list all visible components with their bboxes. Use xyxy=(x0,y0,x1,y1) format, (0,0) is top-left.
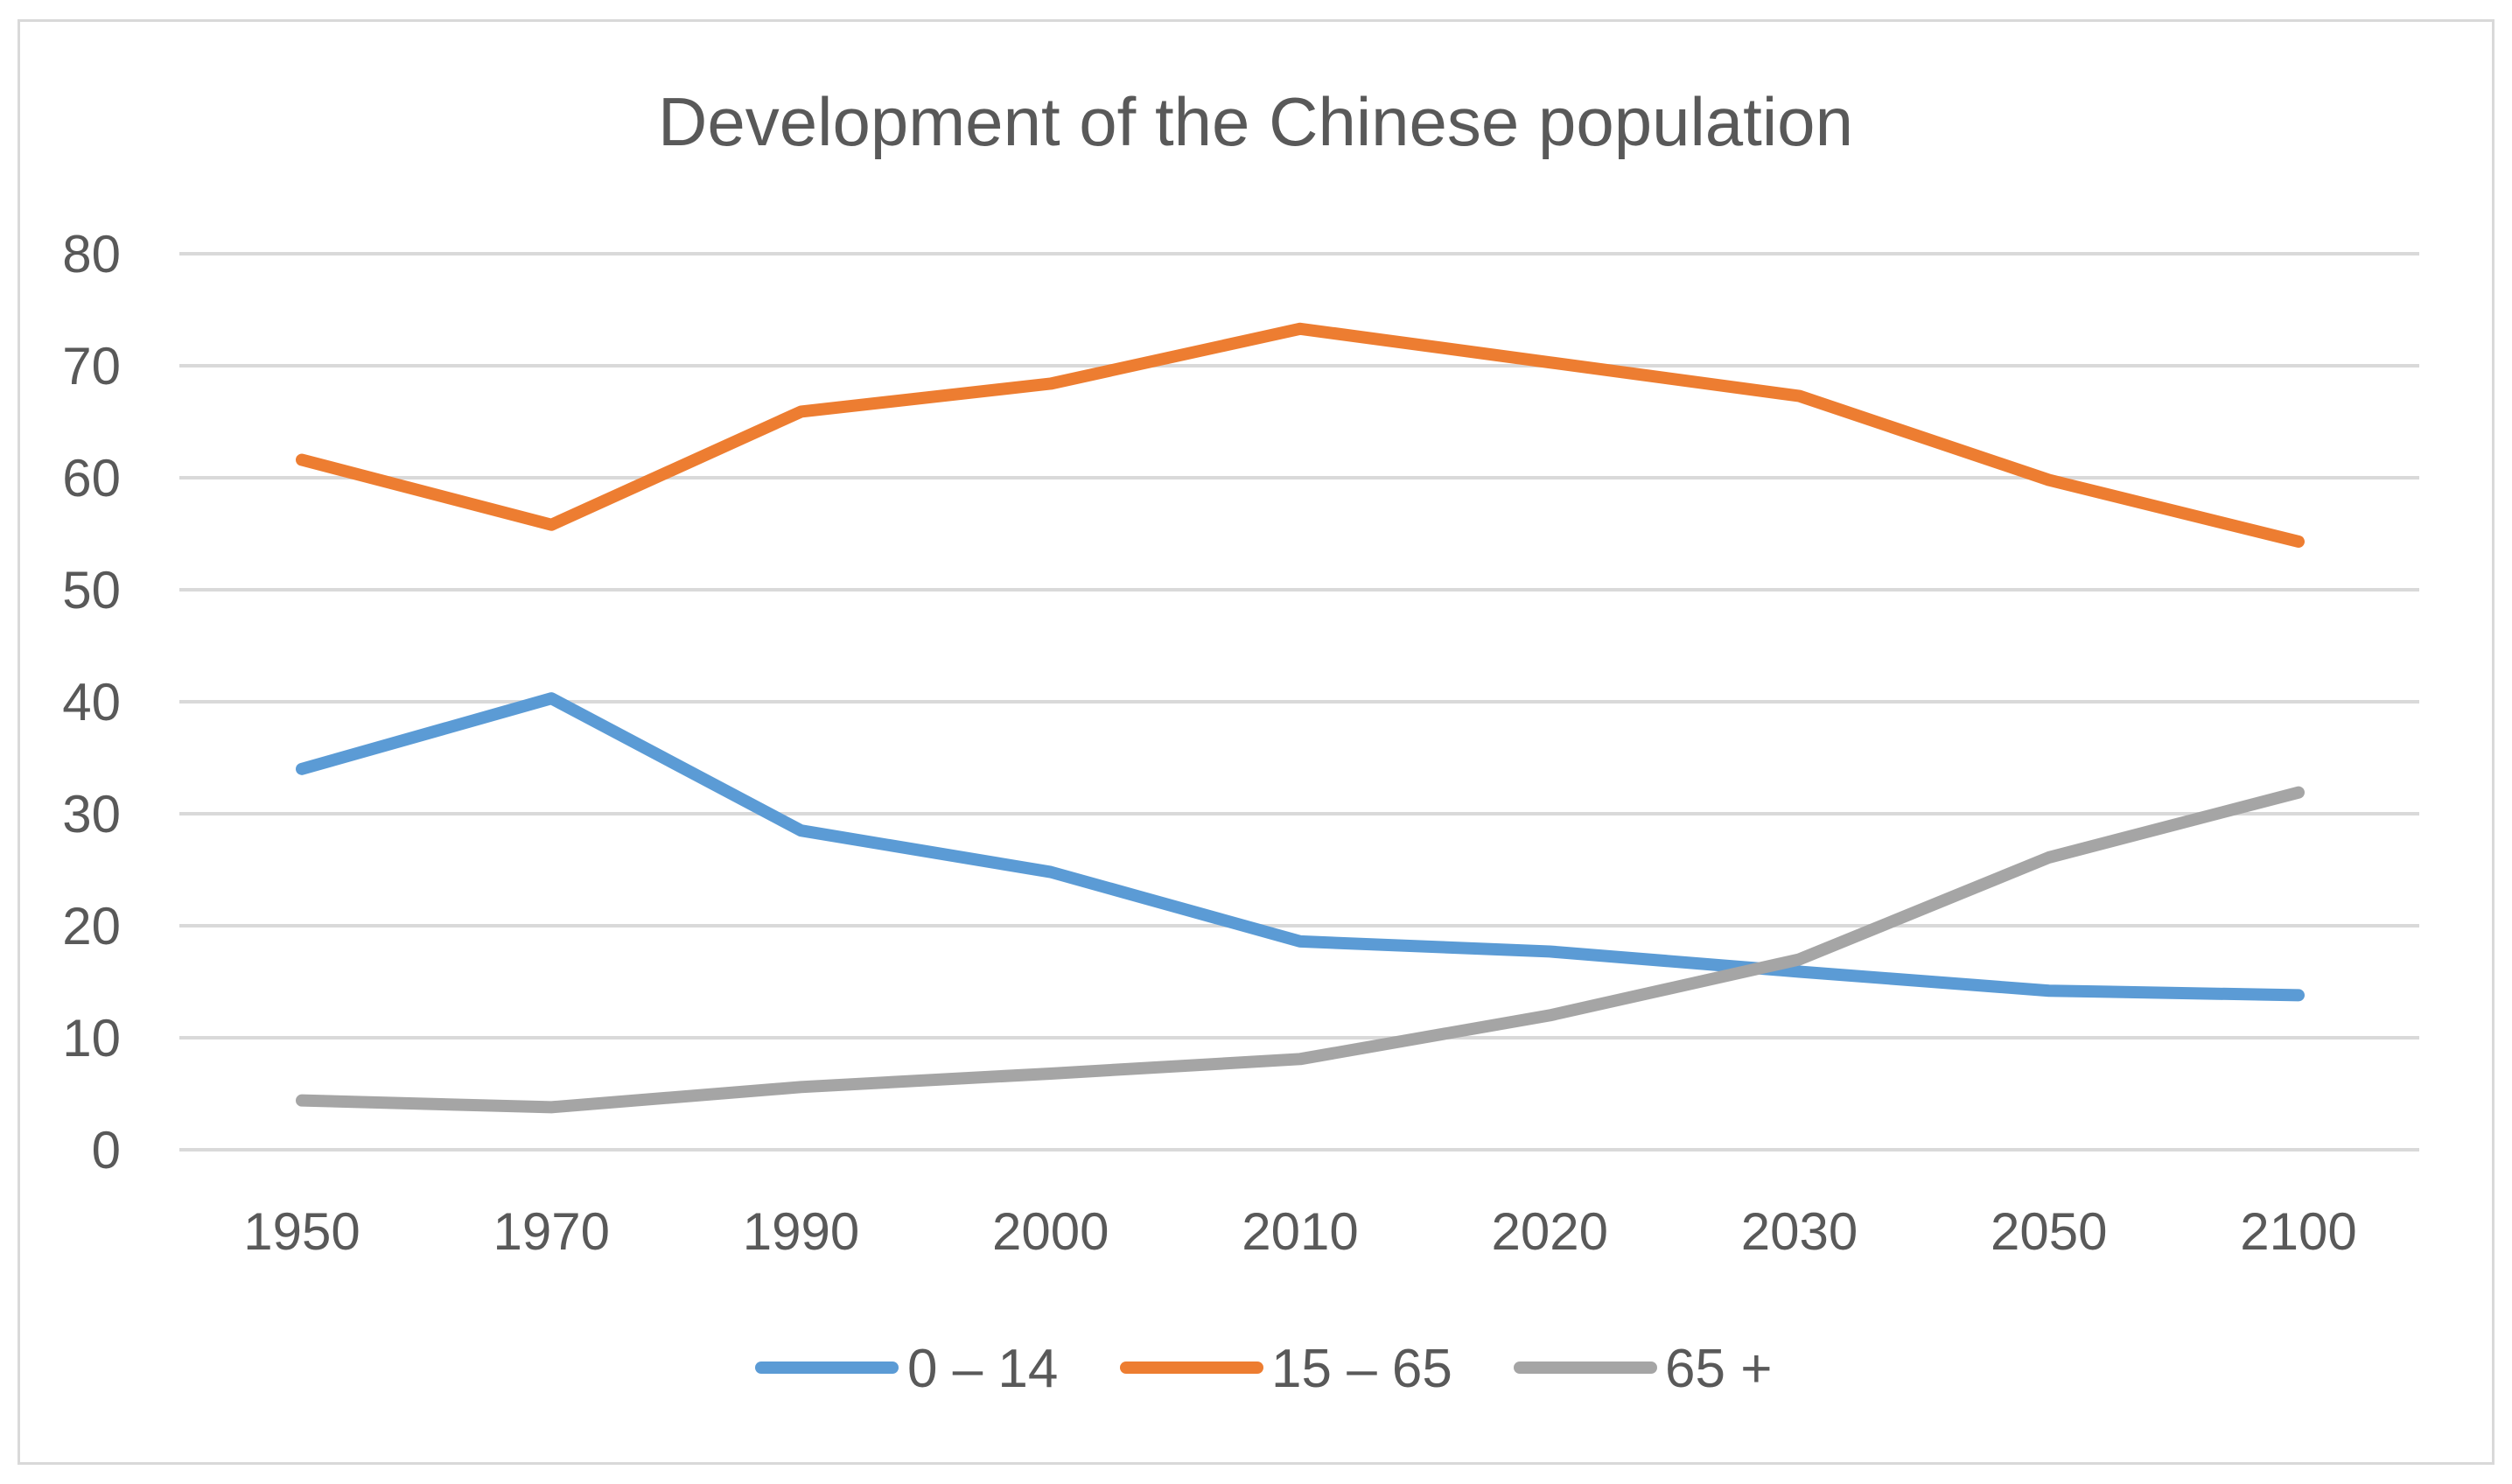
y-tick-label: 40 xyxy=(62,673,121,732)
x-tick-label: 2020 xyxy=(1492,1202,1608,1261)
legend: 0 – 14 15 – 65 65 + xyxy=(755,1339,1772,1399)
chart-title: Development of the Chinese population xyxy=(658,83,1853,160)
legend-label: 15 – 65 xyxy=(1271,1339,1452,1399)
x-tick-label: 1990 xyxy=(743,1202,859,1261)
x-tick-label: 1970 xyxy=(493,1202,610,1261)
series-line-2 xyxy=(296,786,2305,1114)
x-axis-ticks: 1950 1970 1990 2000 2010 2020 2030 2050 2100 xyxy=(243,1202,2356,1261)
x-tick-label: 2050 xyxy=(1991,1202,2107,1261)
series-line-0 xyxy=(296,692,2305,1002)
gridlines xyxy=(179,252,2419,1152)
x-tick-label: 2000 xyxy=(992,1202,1109,1261)
y-tick-label: 70 xyxy=(62,337,121,396)
y-axis-ticks: 0 10 20 30 40 50 60 70 80 xyxy=(62,225,121,1180)
x-tick-label: 1950 xyxy=(243,1202,360,1261)
y-tick-label: 60 xyxy=(62,449,121,508)
y-tick-label: 30 xyxy=(62,785,121,844)
x-tick-label: 2010 xyxy=(1242,1202,1358,1261)
chart-frame xyxy=(17,19,2495,1465)
legend-label: 0 – 14 xyxy=(907,1339,1058,1399)
x-tick-label: 2100 xyxy=(2240,1202,2356,1261)
y-tick-label: 0 xyxy=(92,1121,121,1180)
series-lines xyxy=(296,322,2305,1114)
series-line-1 xyxy=(296,322,2305,548)
y-tick-label: 20 xyxy=(62,897,121,956)
x-tick-label: 2030 xyxy=(1741,1202,1858,1261)
y-tick-label: 80 xyxy=(62,225,121,284)
legend-label: 65 + xyxy=(1665,1339,1772,1399)
y-tick-label: 50 xyxy=(62,561,121,620)
y-tick-label: 10 xyxy=(62,1009,121,1068)
